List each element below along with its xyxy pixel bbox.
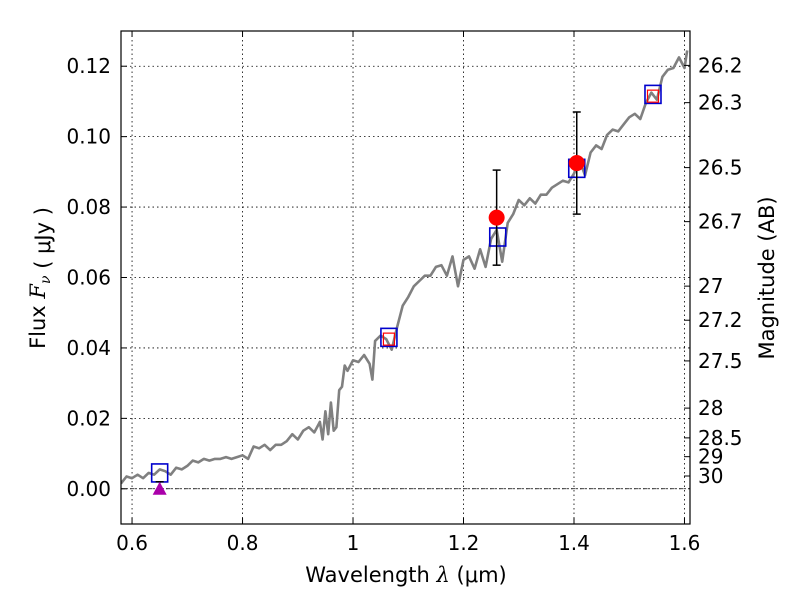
model-photometry-square — [644, 84, 662, 105]
y2-tick-label: 26.5 — [698, 156, 743, 180]
y-tick-label: 0.08 — [66, 195, 111, 219]
x-tick-label: 0.6 — [116, 531, 148, 555]
y2-tick-label: 27.5 — [698, 349, 743, 373]
plot-area — [121, 50, 689, 495]
model-photometry-square — [488, 227, 507, 247]
x-axis-label-unit: (μm) — [457, 563, 507, 587]
y2-tick-label: 27.2 — [698, 308, 743, 332]
x-axis-label: Wavelength λ (μm) — [305, 563, 506, 587]
x-tick-label: 1.4 — [558, 531, 590, 555]
upper-limit-marker — [152, 481, 167, 495]
y2-tick-label: 26.7 — [698, 210, 743, 234]
y-tick-label: 0.06 — [66, 266, 111, 290]
x-axis-label-text: Wavelength — [305, 563, 430, 587]
observed-photometry-point — [488, 209, 505, 226]
x-tick-label: 1.6 — [669, 531, 701, 555]
y-tick-label: 0.04 — [66, 336, 111, 360]
model-photometry-square — [380, 327, 398, 348]
grid — [121, 31, 690, 524]
y2-tick-label: 28.5 — [698, 426, 743, 450]
y-tick-label: 0.10 — [66, 125, 111, 149]
y-axis-label: Flux Fν ( μJy ) — [26, 207, 55, 349]
y-tick-label: 0.02 — [66, 406, 111, 430]
y-axis-label-math: F — [26, 283, 50, 300]
y-tick-label: 0.00 — [66, 477, 111, 501]
y-tick-label: 0.12 — [66, 54, 111, 78]
x-tick-label: 1 — [347, 531, 360, 555]
y-axis-label-math-sub: ν — [38, 275, 54, 284]
y2-axis-label: Magnitude (AB) — [755, 196, 779, 359]
band-marker-square — [646, 89, 660, 103]
y2-tick-label: 30 — [698, 464, 723, 488]
y2-tick-label: 28 — [698, 396, 723, 420]
observed-photometry-point — [568, 155, 585, 172]
y2-tick-label: 29 — [698, 445, 723, 469]
y-axis-label-unit: ( μJy ) — [31, 207, 55, 269]
y-axis-label-text: Flux — [26, 305, 50, 349]
band-marker-square — [382, 332, 396, 346]
x-tick-label: 0.8 — [227, 531, 259, 555]
spectrum-line — [121, 50, 689, 485]
y2-tick-label: 27 — [698, 274, 723, 298]
y2-tick-label: 26.2 — [698, 53, 743, 77]
y2-tick-label: 26.3 — [698, 91, 743, 115]
ticks: 0.6 0.8 1 1.2 1.4 1.6 0.00 0.02 0.04 0.06 0.08 0.10… — [66, 31, 743, 555]
x-axis-label-math: λ — [436, 563, 450, 587]
x-tick-label: 1.2 — [448, 531, 480, 555]
